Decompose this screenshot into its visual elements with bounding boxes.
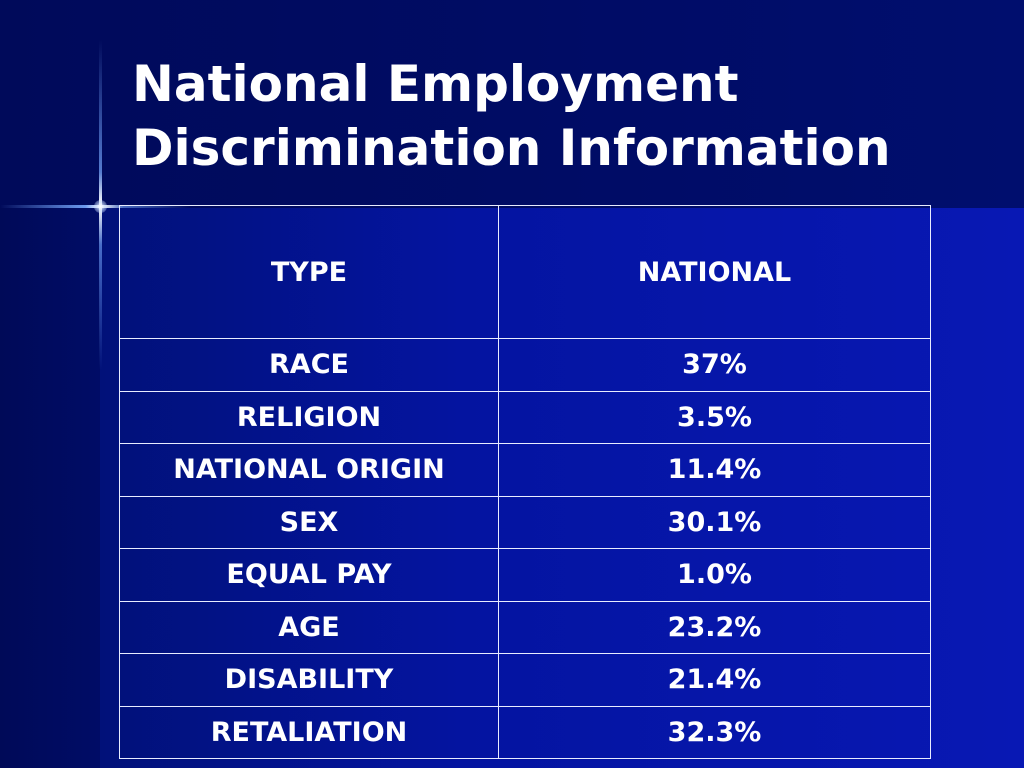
table-row: DISABILITY 21.4% [119,653,931,707]
slide-title-line-1: National Employment [132,55,739,113]
table-row: AGE 23.2% [119,600,931,654]
row-national-cell: 21.4% [498,653,931,707]
row-national-cell: 23.2% [498,600,931,654]
table-row: RELIGION 3.5% [119,390,931,444]
row-national-cell: 1.0% [498,548,931,602]
row-national-cell: 3.5% [498,390,931,444]
row-type-cell: RACE [119,338,499,392]
title-band [0,0,1024,208]
table-row: SEX 30.1% [119,495,931,549]
table-header-row: TYPE NATIONAL [119,205,931,339]
table-row: NATIONAL ORIGIN 11.4% [119,443,931,497]
table-row: RETALIATION 32.3% [119,705,931,759]
row-type-cell: RELIGION [119,390,499,444]
slide-title-line-2: Discrimination Information [132,119,891,177]
table-row: EQUAL PAY 1.0% [119,548,931,602]
row-national-cell: 11.4% [498,443,931,497]
slide-title: National Employment Discrimination Infor… [132,52,992,180]
sparkle-star-icon [94,200,107,213]
row-national-cell: 37% [498,338,931,392]
left-strip [0,208,100,768]
table-row: RACE 37% [119,338,931,392]
row-type-cell: AGE [119,600,499,654]
row-national-cell: 30.1% [498,495,931,549]
row-type-cell: SEX [119,495,499,549]
row-type-cell: NATIONAL ORIGIN [119,443,499,497]
header-national: NATIONAL [498,205,931,339]
row-type-cell: RETALIATION [119,705,499,759]
row-national-cell: 32.3% [498,705,931,759]
row-type-cell: DISABILITY [119,653,499,707]
discrimination-table: TYPE NATIONAL RACE 37% RELIGION 3.5% NAT… [119,205,931,759]
row-type-cell: EQUAL PAY [119,548,499,602]
header-type: TYPE [119,205,499,339]
